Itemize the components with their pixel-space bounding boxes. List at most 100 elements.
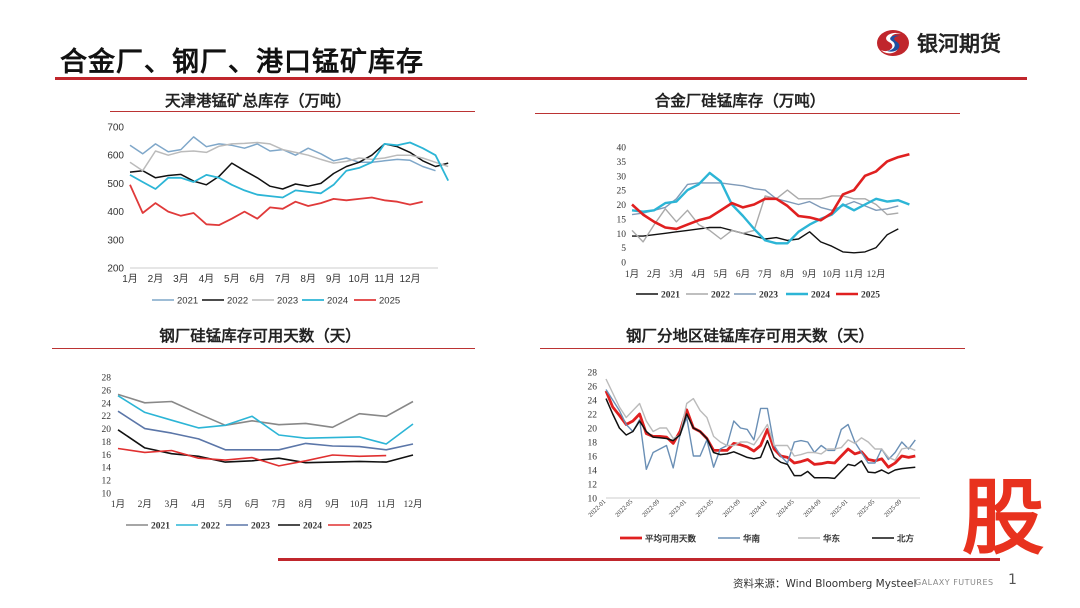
legend-label: 2023 bbox=[251, 522, 270, 532]
x-tick-label: 12月 bbox=[867, 269, 886, 280]
series-line-2021 bbox=[117, 393, 414, 429]
chart-title-steel-mill-days: 钢厂硅锰库存可用天数（天） bbox=[159, 327, 361, 345]
legend-label: 2022 bbox=[227, 296, 248, 307]
x-tick-label: 2月 bbox=[138, 499, 152, 510]
legend-label: 2022 bbox=[711, 291, 730, 301]
series-line-华东 bbox=[605, 378, 916, 461]
x-tick-label: 11月 bbox=[374, 273, 394, 285]
x-tick-label: 2月 bbox=[647, 269, 661, 280]
x-tick-label: 4月 bbox=[191, 499, 205, 510]
y-tick-label: 22 bbox=[588, 411, 598, 421]
title-divider bbox=[55, 77, 1027, 80]
legend-label: 2025 bbox=[353, 522, 372, 532]
x-tick-label: 2023-01 bbox=[668, 498, 688, 518]
x-tick-label: 8月 bbox=[300, 273, 316, 285]
x-tick-label: 2023-09 bbox=[722, 498, 742, 518]
series-line-2022 bbox=[117, 395, 414, 445]
y-tick-label: 35 bbox=[617, 158, 627, 168]
x-tick-label: 4月 bbox=[691, 269, 705, 280]
y-tick-label: 16 bbox=[588, 453, 598, 463]
x-tick-label: 6月 bbox=[249, 273, 265, 285]
x-tick-label: 2022-09 bbox=[641, 498, 661, 518]
y-tick-label: 20 bbox=[102, 425, 112, 435]
series-line-2022 bbox=[631, 189, 899, 243]
y-tick-label: 20 bbox=[617, 201, 627, 211]
series-line-2023 bbox=[117, 410, 414, 451]
series-line-2022 bbox=[129, 143, 449, 190]
legend-label: 2024 bbox=[303, 522, 322, 532]
x-tick-label: 3月 bbox=[173, 273, 189, 285]
x-tick-label: 4月 bbox=[199, 273, 215, 285]
data-source: 资料来源：Wind Bloomberg Mysteel bbox=[733, 578, 917, 590]
chart-divider bbox=[52, 348, 475, 349]
y-tick-label: 14 bbox=[102, 464, 112, 474]
x-tick-label: 6月 bbox=[736, 269, 750, 280]
x-tick-label: 5月 bbox=[224, 273, 240, 285]
x-tick-label: 10月 bbox=[822, 269, 841, 280]
x-tick-label: 3月 bbox=[165, 499, 179, 510]
y-tick-label: 10 bbox=[588, 495, 598, 505]
x-tick-label: 9月 bbox=[326, 273, 342, 285]
galaxy-logo-icon bbox=[877, 30, 909, 56]
legend-label: 2021 bbox=[151, 522, 170, 532]
x-tick-label: 10月 bbox=[349, 273, 370, 285]
footer-divider bbox=[278, 558, 1000, 561]
brand-english: GALAXY FUTURES bbox=[915, 578, 994, 587]
legend-label: 2023 bbox=[759, 291, 778, 301]
y-tick-label: 25 bbox=[617, 187, 627, 197]
x-tick-label: 11月 bbox=[377, 499, 396, 510]
y-tick-label: 30 bbox=[617, 172, 627, 182]
page-number: 1 bbox=[1008, 572, 1017, 588]
y-tick-label: 700 bbox=[107, 123, 124, 134]
series-line-平均可用天数 bbox=[604, 390, 916, 469]
x-tick-label: 7月 bbox=[272, 499, 286, 510]
x-tick-label: 2025-09 bbox=[883, 498, 903, 518]
y-tick-label: 26 bbox=[588, 383, 598, 393]
legend-label: 北方 bbox=[897, 534, 915, 544]
y-tick-label: 15 bbox=[617, 215, 627, 225]
series-line-2025 bbox=[631, 152, 910, 231]
y-tick-label: 200 bbox=[107, 264, 124, 275]
chart-divider bbox=[110, 111, 475, 112]
x-tick-label: 3月 bbox=[669, 269, 683, 280]
x-tick-label: 11月 bbox=[845, 269, 864, 280]
y-tick-label: 18 bbox=[588, 439, 598, 449]
series-line-2025 bbox=[117, 447, 387, 467]
y-tick-label: 10 bbox=[617, 230, 627, 240]
x-tick-label: 2025-01 bbox=[829, 498, 849, 518]
x-tick-label: 2024-01 bbox=[749, 498, 769, 518]
legend-label: 2022 bbox=[201, 522, 220, 532]
x-tick-label: 7月 bbox=[758, 269, 772, 280]
y-tick-label: 12 bbox=[588, 481, 598, 491]
legend-label: 2021 bbox=[177, 296, 198, 307]
x-tick-label: 1月 bbox=[122, 273, 138, 285]
legend-label: 平均可用天数 bbox=[645, 534, 697, 544]
series-line-2024 bbox=[117, 429, 414, 464]
x-tick-label: 12月 bbox=[403, 499, 422, 510]
x-tick-label: 9月 bbox=[802, 269, 816, 280]
y-tick-label: 400 bbox=[107, 207, 124, 218]
legend-label: 2025 bbox=[861, 291, 880, 301]
y-tick-label: 26 bbox=[102, 386, 112, 396]
y-tick-label: 22 bbox=[102, 412, 112, 422]
x-tick-label: 5月 bbox=[218, 499, 232, 510]
y-tick-label: 0 bbox=[621, 259, 626, 269]
legend-label: 2025 bbox=[379, 296, 400, 307]
chart-title-tianjin-port: 天津港锰矿总库存（万吨） bbox=[164, 92, 351, 110]
chart-1: 200 300 400 500 600 700 1月 2月 3月 4月 5月 6月 7月 8月 9月 10月 1… bbox=[107, 123, 450, 307]
x-tick-label: 8月 bbox=[780, 269, 794, 280]
series-line-2023 bbox=[631, 182, 899, 216]
y-tick-label: 14 bbox=[588, 467, 598, 477]
chart-divider bbox=[535, 113, 960, 114]
y-tick-label: 28 bbox=[588, 369, 598, 379]
y-tick-label: 10 bbox=[102, 490, 112, 500]
legend-label: 2024 bbox=[327, 296, 348, 307]
y-tick-label: 40 bbox=[617, 144, 627, 154]
x-tick-label: 2023-05 bbox=[695, 498, 715, 518]
series-line-2025 bbox=[129, 184, 423, 227]
x-tick-label: 2024-05 bbox=[775, 498, 795, 518]
x-tick-label: 2024-09 bbox=[802, 498, 822, 518]
legend-label: 2023 bbox=[277, 296, 298, 307]
